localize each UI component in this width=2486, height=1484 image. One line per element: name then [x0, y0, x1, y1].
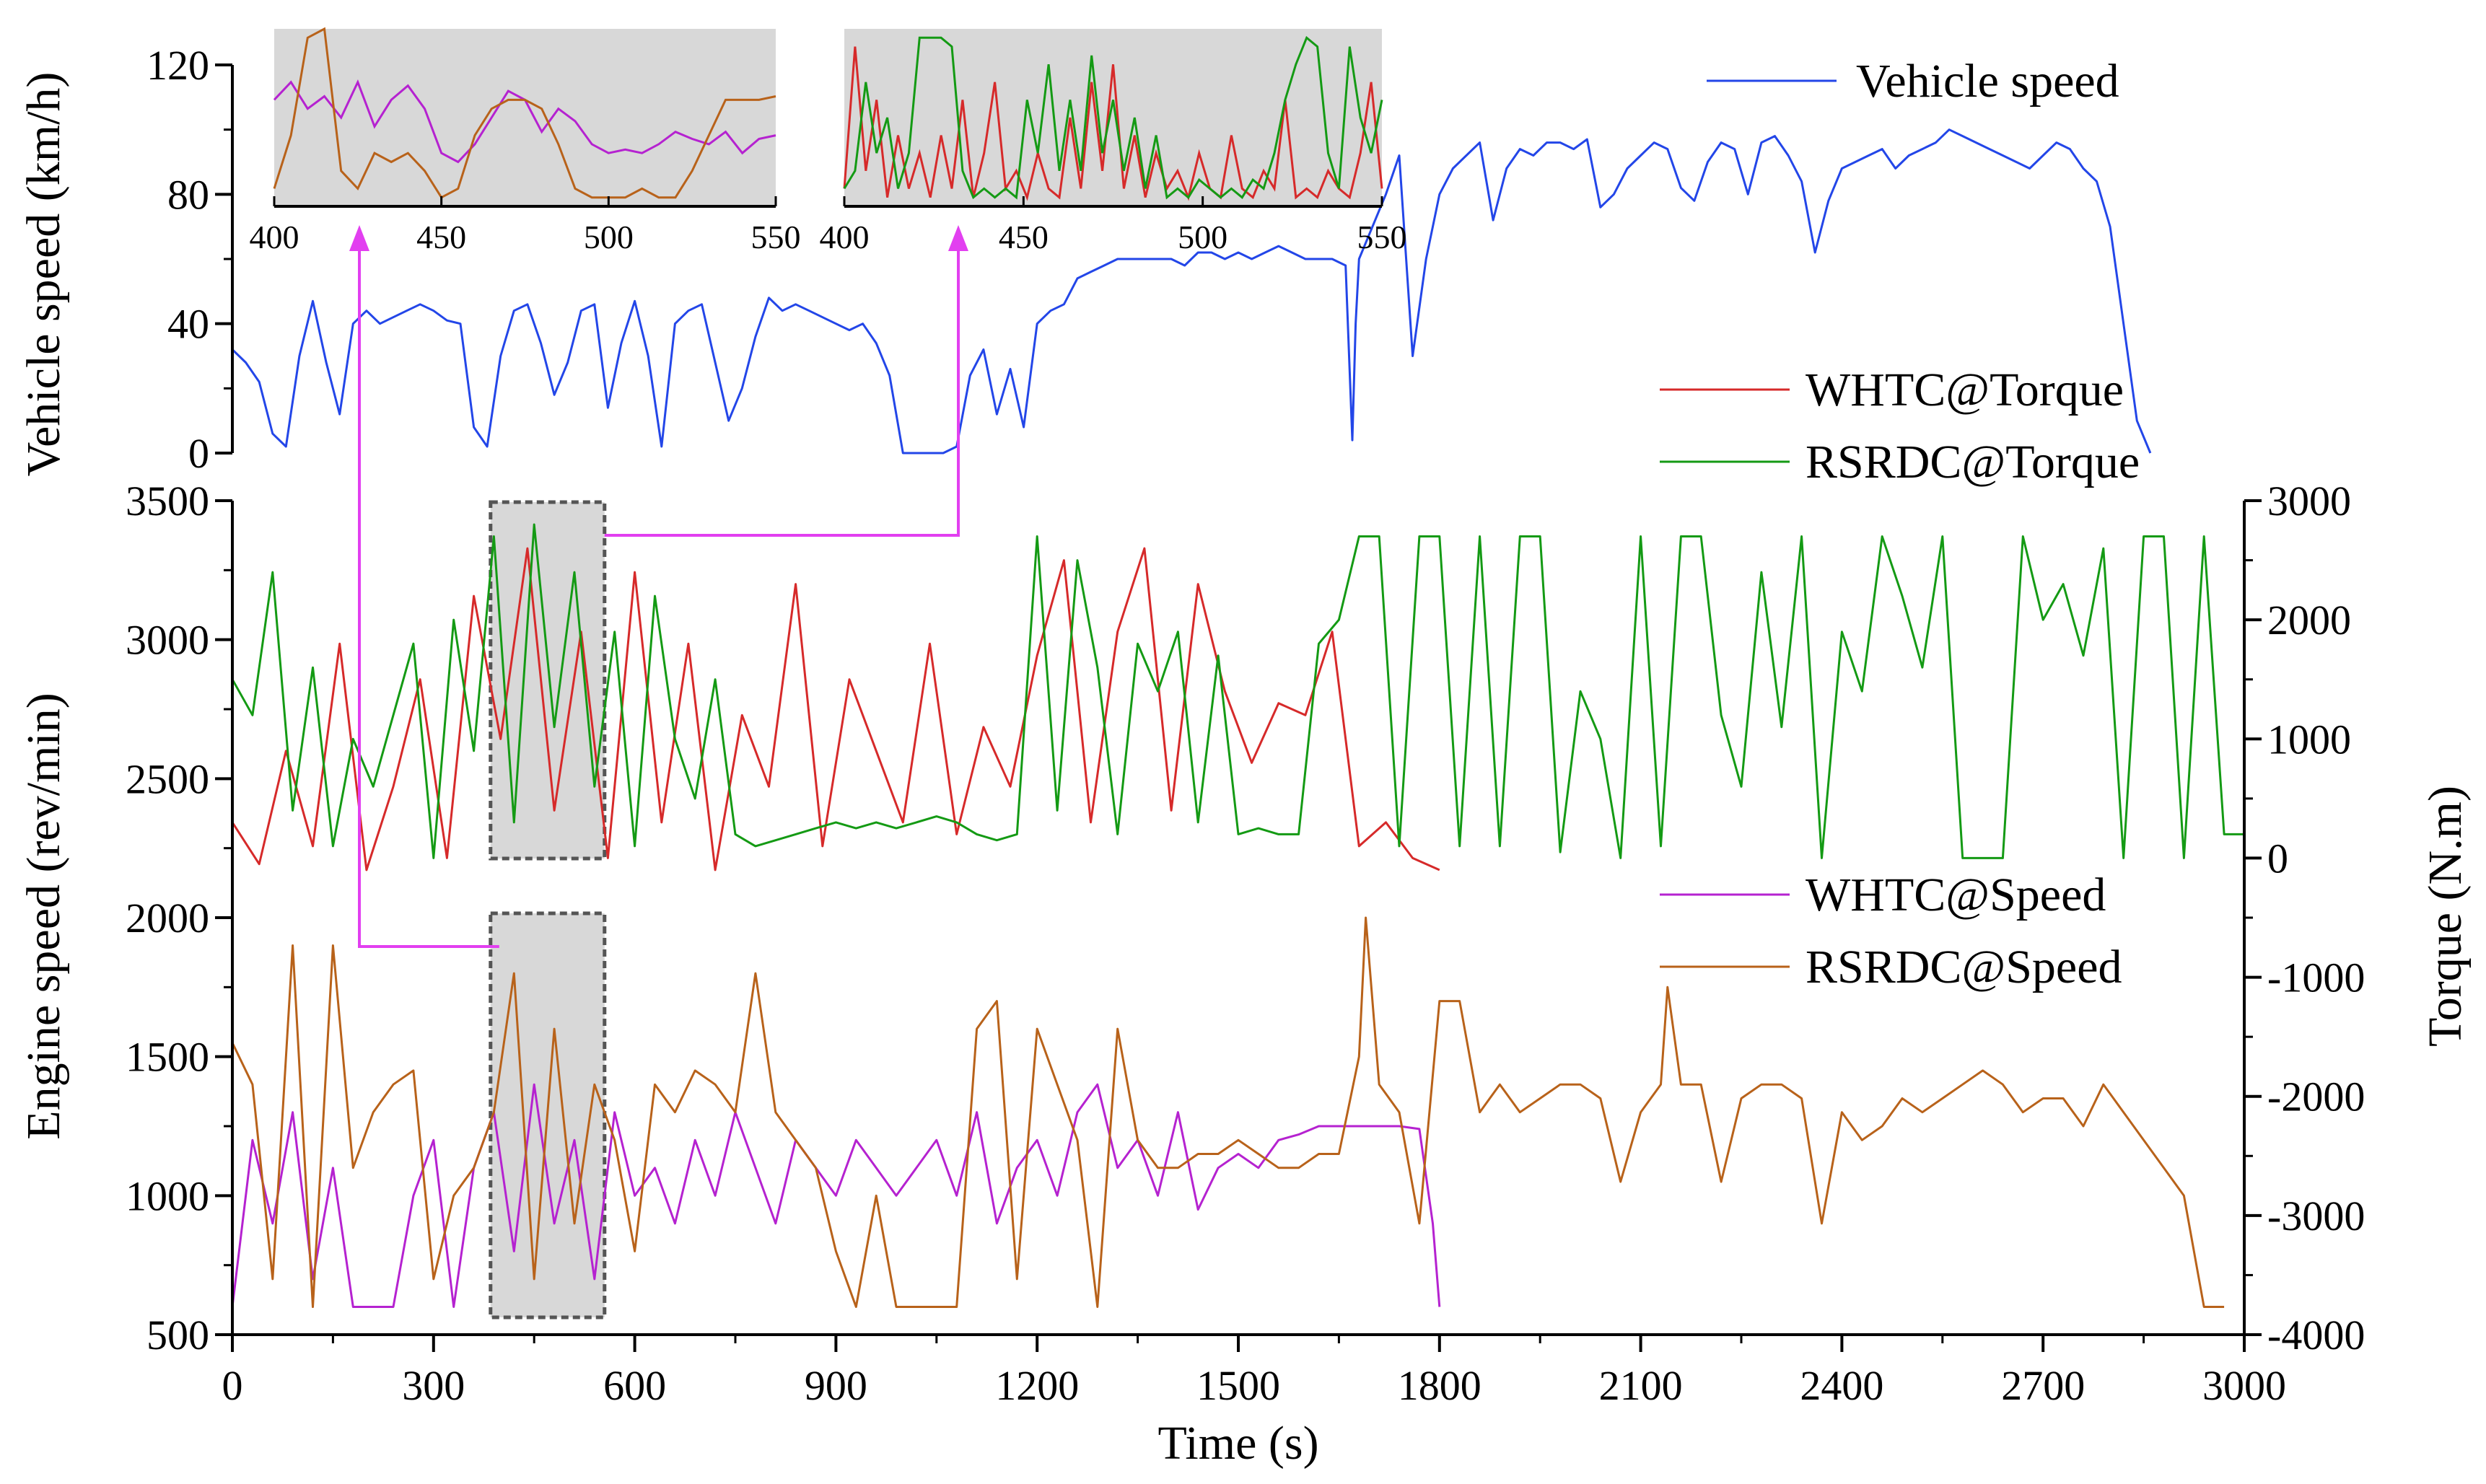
- engine-ytick-label: 1500: [126, 1034, 209, 1081]
- legend-label-whtc-torque: WHTC@Torque: [1806, 364, 2124, 416]
- torque-ytick-label: 2000: [2267, 597, 2351, 644]
- inset-torque-x-tick-label: 450: [999, 219, 1049, 255]
- legend-label-vehicle-speed: Vehicle speed: [1856, 55, 2119, 107]
- insets-layer: [273, 27, 1383, 208]
- torque-ytick-label: 3000: [2267, 478, 2351, 524]
- x-tick-label: 900: [805, 1362, 867, 1409]
- torque-ytick-label: 0: [2267, 835, 2288, 882]
- engine-ytick-label: 3000: [126, 617, 209, 664]
- x-tick-label: 3000: [2202, 1362, 2286, 1409]
- torque-ytick-label: -4000: [2267, 1312, 2365, 1358]
- text-layer: 04080120500100015002000250030003500-4000…: [17, 42, 2472, 1470]
- legend-label-rsrdc-torque: RSRDC@Torque: [1806, 436, 2140, 488]
- callout-arrows: [349, 225, 968, 948]
- arrow-head-torque-inset: [948, 225, 968, 251]
- x-tick-label: 0: [222, 1362, 243, 1409]
- inset-speed-background: [274, 29, 776, 206]
- series-line-vehicle-speed: [231, 128, 2152, 455]
- engine-y-title: Engine speed (rev/min): [17, 693, 70, 1139]
- series-line-whtc-speed: [231, 1083, 1441, 1308]
- x-tick-label: 2700: [2001, 1362, 2085, 1409]
- engine-ytick-label: 2000: [126, 895, 209, 941]
- series-line-whtc-torque: [231, 547, 1440, 871]
- series-layer: [231, 128, 2244, 1308]
- vehicle-ytick-label: 40: [167, 301, 209, 348]
- vehicle-ytick-label: 0: [188, 430, 209, 477]
- x-tick-label: 2400: [1800, 1362, 1883, 1409]
- engine-ytick-label: 1000: [126, 1172, 209, 1219]
- inset-torque-x-tick-label: 550: [1357, 219, 1407, 255]
- series-line-rsrdc-torque: [231, 523, 2244, 859]
- inset-speed-line-rsrdc-speed: [273, 27, 776, 199]
- inset-speed-x-tick-label: 500: [584, 219, 634, 255]
- inset-torque-line-whtc-torque: [843, 46, 1383, 201]
- inset-torque-x-tick-label: 500: [1178, 219, 1227, 255]
- x-tick-label: 300: [402, 1362, 465, 1409]
- torque-ytick-label: -1000: [2267, 954, 2365, 1001]
- x-tick-label: 2100: [1599, 1362, 1683, 1409]
- arrow-to-torque-inset: [604, 244, 960, 537]
- torque-ytick-label: -3000: [2267, 1193, 2365, 1239]
- inset-speed-x-tick-label: 450: [416, 219, 466, 255]
- x-axis-title: Time (s): [1157, 1417, 1318, 1470]
- inset-speed-x-tick-label: 400: [250, 219, 299, 255]
- torque-ytick-label: 1000: [2267, 716, 2351, 763]
- inset-torque-x-tick-label: 400: [820, 219, 870, 255]
- legend-label-rsrdc-speed: RSRDC@Speed: [1806, 941, 2122, 993]
- vehicle-y-title: Vehicle speed (km/h): [17, 72, 70, 477]
- legend-label-whtc-speed: WHTC@Speed: [1806, 869, 2106, 921]
- inset-speed-x-tick-label: 550: [751, 219, 801, 255]
- engine-ytick-label: 3500: [126, 478, 209, 524]
- x-tick-label: 1800: [1398, 1362, 1481, 1409]
- vehicle-ytick-label: 120: [146, 42, 209, 89]
- arrow-to-speed-inset: [358, 244, 499, 948]
- vehicle-ytick-label: 80: [167, 171, 209, 218]
- arrow-head-speed-inset: [349, 225, 369, 251]
- engine-ytick-label: 500: [146, 1312, 209, 1358]
- torque-y-title: Torque (N.m): [2419, 786, 2472, 1047]
- axes-layer: [215, 63, 2262, 1352]
- torque-ytick-label: -2000: [2267, 1074, 2365, 1120]
- legend: Vehicle speed WHTC@Torque RSRDC@Torque WHTC…: [1660, 55, 2140, 993]
- x-tick-label: 1500: [1196, 1362, 1280, 1409]
- x-tick-label: 600: [603, 1362, 666, 1409]
- engine-ytick-label: 2500: [126, 755, 209, 802]
- x-tick-label: 1200: [995, 1362, 1079, 1409]
- inset-torque-line-rsrdc-torque: [843, 35, 1383, 200]
- series-line-rsrdc-speed: [231, 916, 2225, 1308]
